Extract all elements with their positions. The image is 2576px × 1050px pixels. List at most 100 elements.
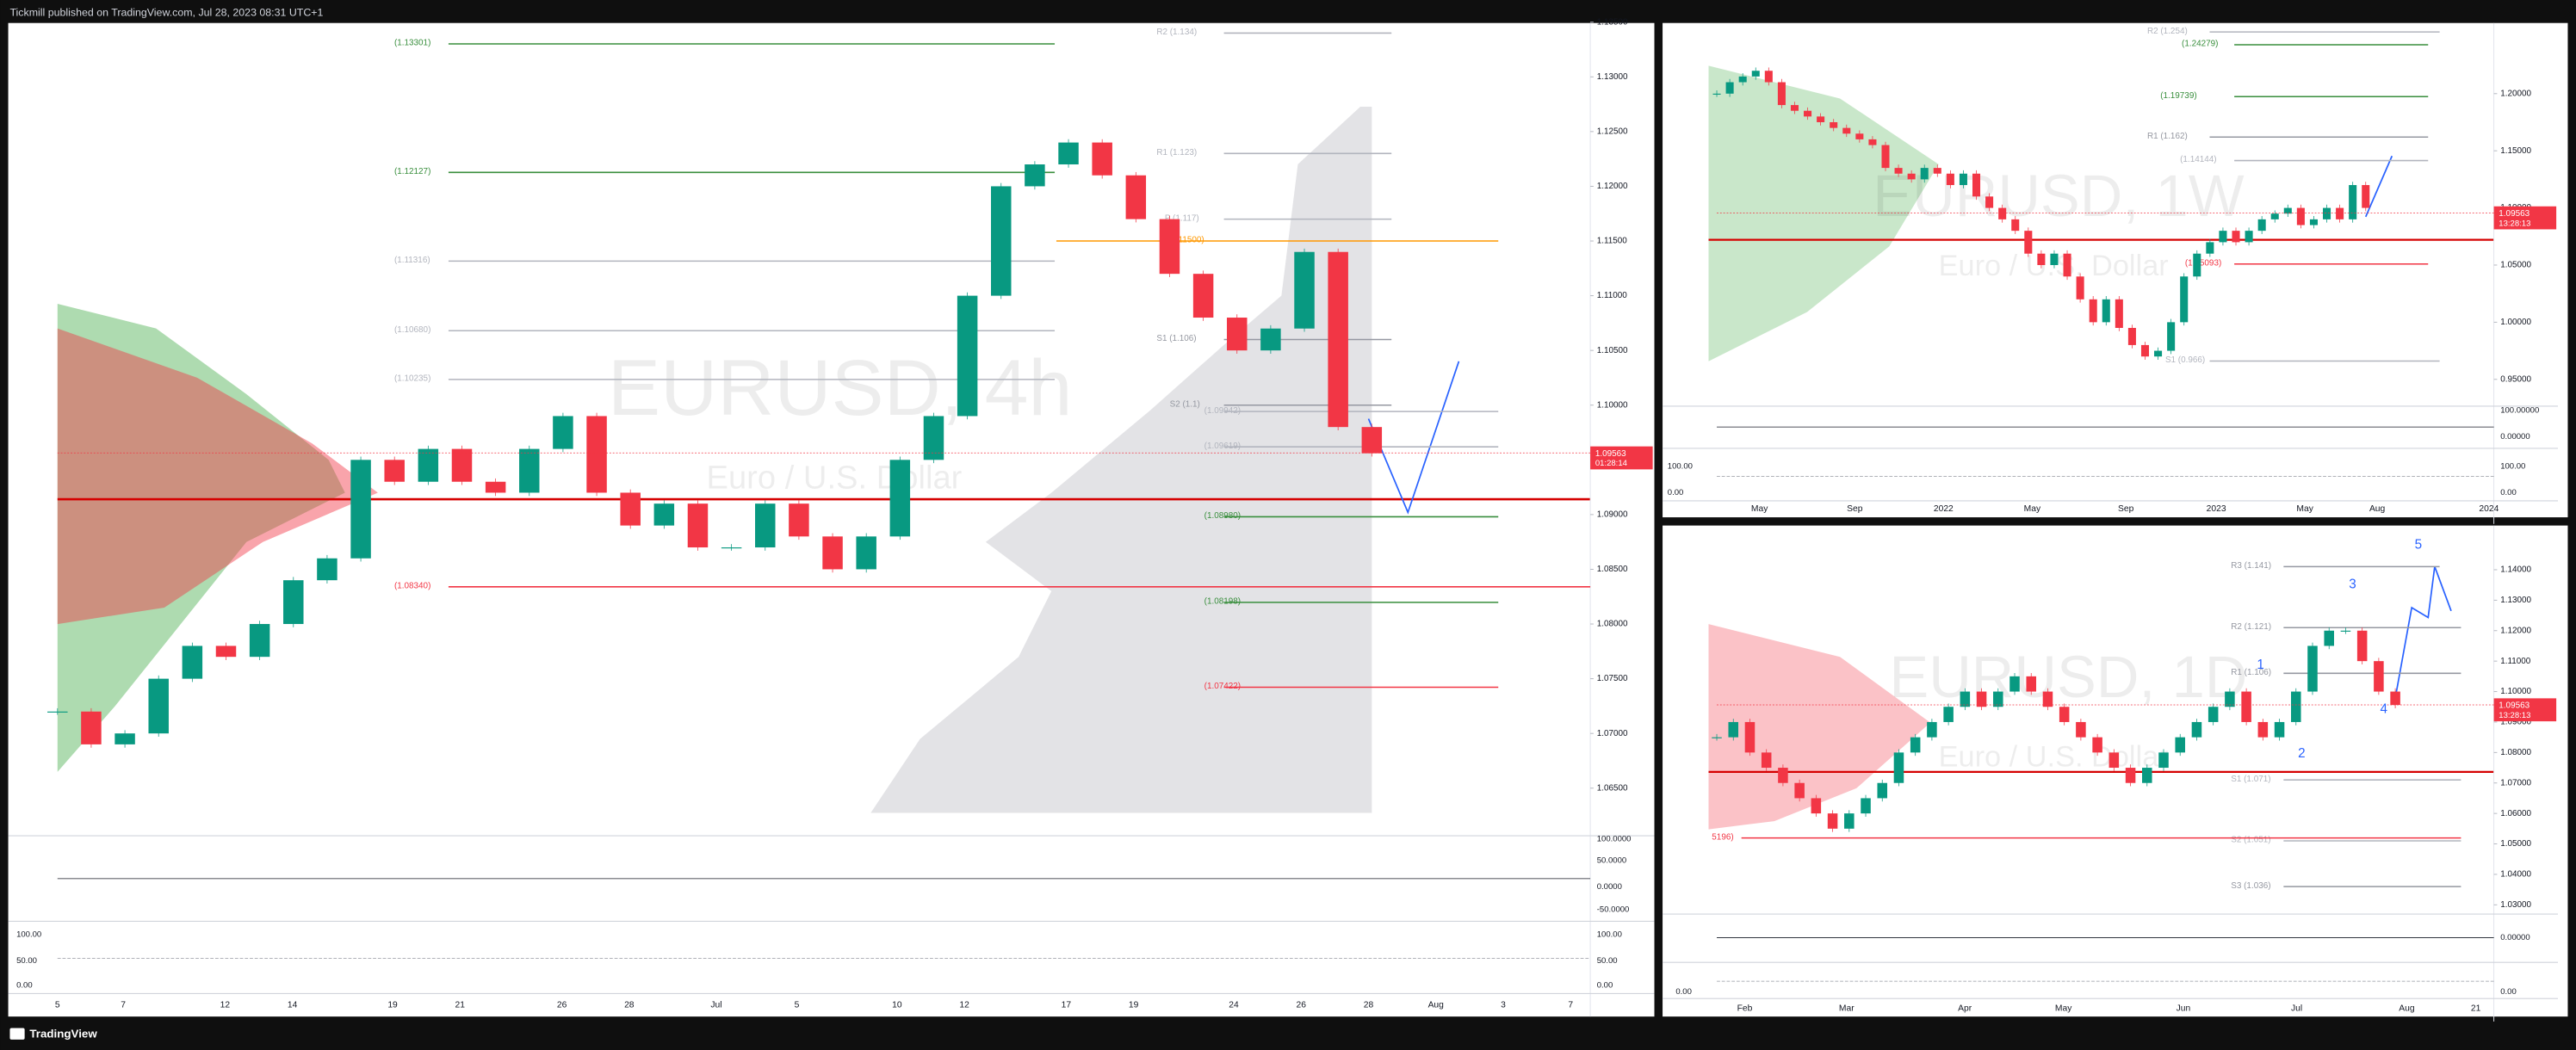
x-tick-label: Jul bbox=[2291, 1004, 2302, 1013]
level-label: R1 (1.162) bbox=[2147, 132, 2188, 141]
oscillator-label: 0.0000 bbox=[1597, 882, 1622, 892]
x-tick-label: 7 bbox=[1568, 1001, 1573, 1010]
candle bbox=[1361, 427, 1383, 454]
candle bbox=[957, 295, 978, 417]
candle bbox=[1910, 737, 1921, 753]
x-tick-label: 21 bbox=[455, 1001, 466, 1010]
candle bbox=[2089, 299, 2097, 323]
candle bbox=[1260, 328, 1281, 351]
x-tick-label: May bbox=[1751, 504, 1768, 514]
y-tick-label: 1.06000 bbox=[2500, 809, 2531, 818]
candle bbox=[148, 678, 169, 734]
candle bbox=[2323, 207, 2331, 219]
candle bbox=[2108, 752, 2120, 769]
candle bbox=[2125, 768, 2136, 783]
candle bbox=[1761, 752, 1772, 769]
candle bbox=[2340, 630, 2351, 632]
candle bbox=[2127, 328, 2136, 345]
level-label: (1.10680) bbox=[394, 325, 430, 335]
candle bbox=[215, 645, 237, 658]
y-tick-label: 1.08500 bbox=[1597, 565, 1628, 574]
price-badge-countdown: 13:28:13 bbox=[2499, 219, 2530, 228]
candle bbox=[2206, 242, 2214, 254]
x-tick-label: 7 bbox=[121, 1001, 126, 1010]
oscillator-label-left: 100.00 bbox=[16, 930, 41, 939]
y-tick-label: 1.07000 bbox=[2500, 778, 2531, 788]
candle bbox=[1881, 145, 1890, 169]
candle bbox=[451, 448, 473, 482]
candle bbox=[1777, 82, 1786, 106]
level-label: R2 (1.134) bbox=[1156, 28, 1197, 37]
candle bbox=[1959, 173, 1967, 186]
candle bbox=[1804, 110, 1812, 117]
candle bbox=[1790, 105, 1799, 111]
y-tick-label: 1.04000 bbox=[2500, 870, 2531, 880]
x-tick-label: 12 bbox=[220, 1001, 231, 1010]
x-tick-label: Jun bbox=[2177, 1004, 2191, 1013]
x-tick-label: 21 bbox=[2471, 1004, 2481, 1013]
candle bbox=[1927, 721, 1937, 738]
y-tick-label: 1.05000 bbox=[2500, 839, 2531, 849]
candle bbox=[2193, 253, 2201, 277]
wave-label: 1 bbox=[2257, 658, 2263, 672]
candle bbox=[2175, 737, 2185, 753]
candle bbox=[2274, 721, 2285, 738]
y-tick-label: 1.11500 bbox=[1597, 237, 1628, 246]
x-tick-label: Apr bbox=[1958, 1004, 1972, 1013]
candle bbox=[2257, 721, 2269, 738]
candle bbox=[1227, 318, 1248, 351]
price-badge-label: 1.09563 bbox=[2499, 701, 2530, 711]
candle bbox=[1946, 173, 1954, 186]
candle bbox=[2336, 207, 2344, 219]
candle bbox=[1192, 274, 1214, 318]
candle bbox=[249, 624, 270, 658]
candle bbox=[923, 416, 944, 460]
candle bbox=[1712, 93, 1721, 95]
y-tick-label: 1.20000 bbox=[2500, 89, 2531, 98]
x-tick-label: 28 bbox=[1364, 1001, 1374, 1010]
oscillator-label-left: 50.00 bbox=[16, 956, 37, 966]
candle bbox=[1893, 752, 1904, 783]
watermark-description: Euro / U.S. Dollar bbox=[707, 459, 963, 496]
candle bbox=[1985, 196, 1994, 208]
oscillator-label-left: 100.00 bbox=[1668, 461, 1693, 471]
candle bbox=[1764, 71, 1773, 83]
candle bbox=[1894, 168, 1903, 174]
brand-logo bbox=[9, 1028, 25, 1040]
oscillator-label: 0.00000 bbox=[2500, 432, 2530, 442]
candle bbox=[2063, 253, 2071, 277]
candle bbox=[1877, 782, 1888, 799]
candle bbox=[2154, 350, 2163, 357]
projection-arrow bbox=[2394, 566, 2452, 699]
y-tick-label: 1.13000 bbox=[2500, 596, 2531, 605]
candle bbox=[2291, 691, 2301, 722]
candle bbox=[755, 503, 776, 548]
x-tick-label: Sep bbox=[1847, 504, 1863, 514]
price-badge-label: 1.09563 bbox=[1595, 449, 1626, 459]
candle bbox=[81, 711, 102, 744]
candle bbox=[1844, 813, 1855, 829]
candle bbox=[1125, 175, 1147, 219]
candle bbox=[2349, 185, 2357, 219]
x-tick-label: 10 bbox=[892, 1001, 902, 1010]
oscillator-label-left: 0.00 bbox=[1675, 987, 1692, 997]
candle bbox=[2059, 707, 2070, 722]
candle bbox=[350, 460, 371, 559]
x-tick-label: Jul bbox=[710, 1001, 721, 1010]
x-tick-label: Aug bbox=[2369, 504, 2386, 514]
candle bbox=[2167, 322, 2176, 351]
candle bbox=[1092, 142, 1112, 176]
level-label: R1 (1.106) bbox=[2231, 668, 2271, 677]
candle bbox=[2102, 299, 2110, 323]
x-tick-label: Sep bbox=[2118, 504, 2134, 514]
x-tick-label: May bbox=[2024, 504, 2041, 514]
y-tick-label: 1.05000 bbox=[2500, 261, 2531, 270]
y-tick-label: 1.15000 bbox=[2500, 146, 2531, 156]
candle bbox=[1294, 251, 1315, 329]
candle bbox=[1794, 782, 1805, 799]
level-label: (1.08340) bbox=[394, 581, 430, 590]
candle bbox=[2092, 737, 2102, 753]
x-tick-label: 5 bbox=[795, 1001, 800, 1010]
level-label: (1.19739) bbox=[2160, 91, 2196, 101]
